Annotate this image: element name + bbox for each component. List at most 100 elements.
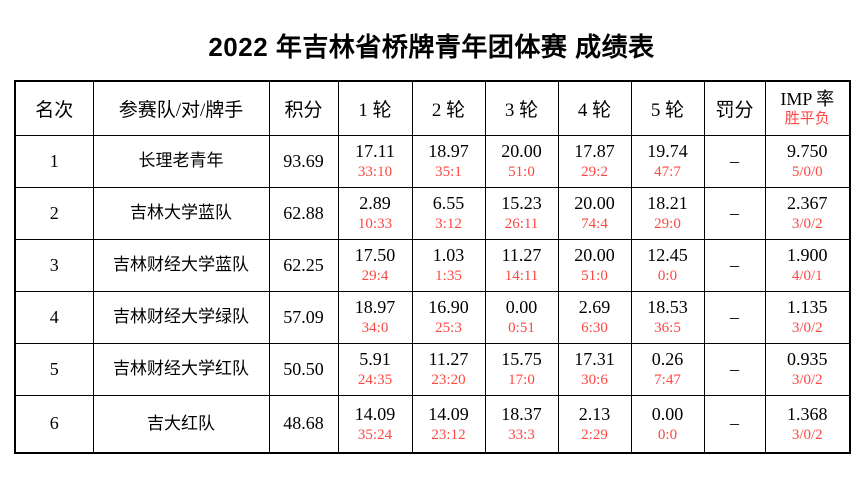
rank-cell: 2 [14, 187, 94, 240]
penalty-cell: – [703, 395, 766, 454]
round-ratio: 0:0 [657, 426, 678, 443]
round-2-cell: 16.90 25:3 [411, 291, 486, 344]
penalty-value: – [730, 254, 739, 275]
imp-cell: 1.900 4/0/1 [764, 239, 851, 292]
round-score: 19.74 [647, 141, 688, 162]
round-ratio: 2:29 [581, 426, 608, 443]
round-3-cell: 15.75 17:0 [484, 343, 559, 396]
round-score: 2.89 [359, 193, 391, 214]
win-draw-loss-value: 5/0/0 [791, 164, 823, 181]
rank-value: 6 [49, 413, 59, 434]
round-4-cell: 2.13 2:29 [557, 395, 632, 454]
round-score: 5.91 [359, 349, 391, 370]
round-1-cell: 18.97 34:0 [337, 291, 413, 344]
team-name: 长理老青年 [138, 151, 224, 171]
round-4-cell: 20.00 74:4 [557, 187, 632, 240]
team-name: 吉林大学蓝队 [130, 203, 232, 223]
imp-cell: 1.135 3/0/2 [764, 291, 851, 344]
round-score: 18.53 [647, 297, 688, 318]
imp-rate-value: 9.750 [787, 141, 828, 162]
win-draw-loss-value: 3/0/2 [791, 426, 823, 443]
round-score: 20.00 [574, 245, 615, 266]
page: 2022 年吉林省桥牌青年团体赛 成绩表 名次 参赛队/对/牌手 积分 1 轮 … [0, 27, 863, 454]
round-ratio: 3:12 [435, 216, 462, 233]
penalty-value: – [730, 306, 739, 327]
round-score: 0.00 [651, 403, 684, 424]
round-score: 6.55 [432, 193, 465, 214]
round-score: 17.31 [574, 349, 615, 370]
round-score: 2.69 [578, 297, 611, 318]
imp-cell: 9.750 5/0/0 [764, 135, 851, 188]
rank-value: 5 [49, 358, 59, 379]
round-3-cell: 15.23 26:11 [484, 187, 559, 240]
team-name: 吉大红队 [147, 413, 215, 433]
round-ratio: 23:12 [431, 426, 466, 443]
round-score: 18.97 [428, 141, 469, 162]
round-score: 17.11 [355, 141, 395, 162]
rank-value: 2 [49, 202, 59, 223]
round-ratio: 0:0 [657, 268, 678, 285]
round-5-cell: 0.26 7:47 [630, 343, 705, 396]
round-3-cell: 11.27 14:11 [484, 239, 559, 292]
round-ratio: 14:11 [504, 268, 539, 285]
table-row: 6 吉大红队 48.68 14.09 35:24 14.09 23:12 18.37 33:3 2… [14, 395, 851, 454]
team-cell: 吉林财经大学红队 [92, 343, 270, 396]
penalty-value: – [730, 150, 739, 171]
header-row: 名次 参赛队/对/牌手 积分 1 轮 2 轮 3 轮 4 轮 5 轮 罚分 IM… [14, 80, 851, 136]
round-1-cell: 14.09 35:24 [337, 395, 413, 454]
round-3-cell: 18.37 33:3 [484, 395, 559, 454]
team-cell: 吉林财经大学绿队 [92, 291, 270, 344]
rank-value: 4 [49, 306, 59, 327]
round-score: 14.09 [428, 403, 469, 424]
results-table: 名次 参赛队/对/牌手 积分 1 轮 2 轮 3 轮 4 轮 5 轮 罚分 IM… [14, 80, 851, 454]
round-ratio: 0:51 [508, 320, 535, 337]
penalty-cell: – [703, 135, 766, 188]
round-1-cell: 5.91 24:35 [337, 343, 413, 396]
round-score: 14.09 [354, 403, 396, 424]
imp-cell: 1.368 3/0/2 [764, 395, 851, 454]
round-ratio: 23:20 [431, 372, 466, 389]
points-cell: 57.09 [268, 291, 339, 344]
round-3-cell: 0.00 0:51 [484, 291, 559, 344]
round-3-cell: 20.00 51:0 [484, 135, 559, 188]
round-ratio: 6:30 [581, 320, 608, 337]
results-body: 1 长理老青年 93.69 17.11 33:10 18.97 35:1 20.00 51:0 1… [14, 135, 851, 454]
header-points: 积分 [268, 80, 339, 136]
rank-cell: 6 [14, 395, 94, 454]
rank-cell: 3 [14, 239, 94, 292]
round-ratio: 47:7 [654, 164, 681, 181]
round-5-cell: 19.74 47:7 [630, 135, 705, 188]
table-row: 2 吉林大学蓝队 62.88 2.89 10:33 6.55 3:12 15.23 26:11 2… [14, 187, 851, 240]
round-ratio: 35:1 [435, 164, 462, 181]
round-ratio: 34:0 [361, 320, 389, 337]
header-team: 参赛队/对/牌手 [92, 80, 270, 136]
round-1-cell: 2.89 10:33 [337, 187, 413, 240]
round-ratio: 7:47 [654, 372, 681, 389]
header-round-2: 2 轮 [411, 80, 486, 136]
imp-rate-value: 0.935 [787, 349, 828, 370]
round-score: 12.45 [647, 245, 688, 266]
points-value: 57.09 [283, 306, 324, 327]
round-ratio: 51:0 [508, 164, 535, 181]
penalty-value: – [730, 413, 739, 434]
penalty-cell: – [703, 291, 766, 344]
header-round-5: 5 轮 [630, 80, 705, 136]
header-imp: IMP 率 胜平负 [764, 80, 851, 136]
header-rank: 名次 [14, 80, 94, 136]
round-4-cell: 17.31 30:6 [557, 343, 632, 396]
points-value: 62.88 [283, 202, 324, 223]
table-header: 名次 参赛队/对/牌手 积分 1 轮 2 轮 3 轮 4 轮 5 轮 罚分 IM… [14, 80, 851, 136]
round-ratio: 74:4 [581, 216, 608, 233]
round-ratio: 33:10 [357, 164, 393, 181]
round-2-cell: 18.97 35:1 [411, 135, 486, 188]
round-ratio: 30:6 [581, 372, 608, 389]
points-cell: 93.69 [268, 135, 339, 188]
round-ratio: 26:11 [504, 216, 539, 233]
team-name: 吉林财经大学红队 [113, 359, 249, 379]
round-score: 2.13 [578, 403, 611, 424]
round-score: 20.00 [501, 141, 542, 162]
rank-cell: 5 [14, 343, 94, 396]
round-2-cell: 11.27 23:20 [411, 343, 486, 396]
round-score: 18.21 [647, 193, 688, 214]
points-cell: 62.25 [268, 239, 339, 292]
